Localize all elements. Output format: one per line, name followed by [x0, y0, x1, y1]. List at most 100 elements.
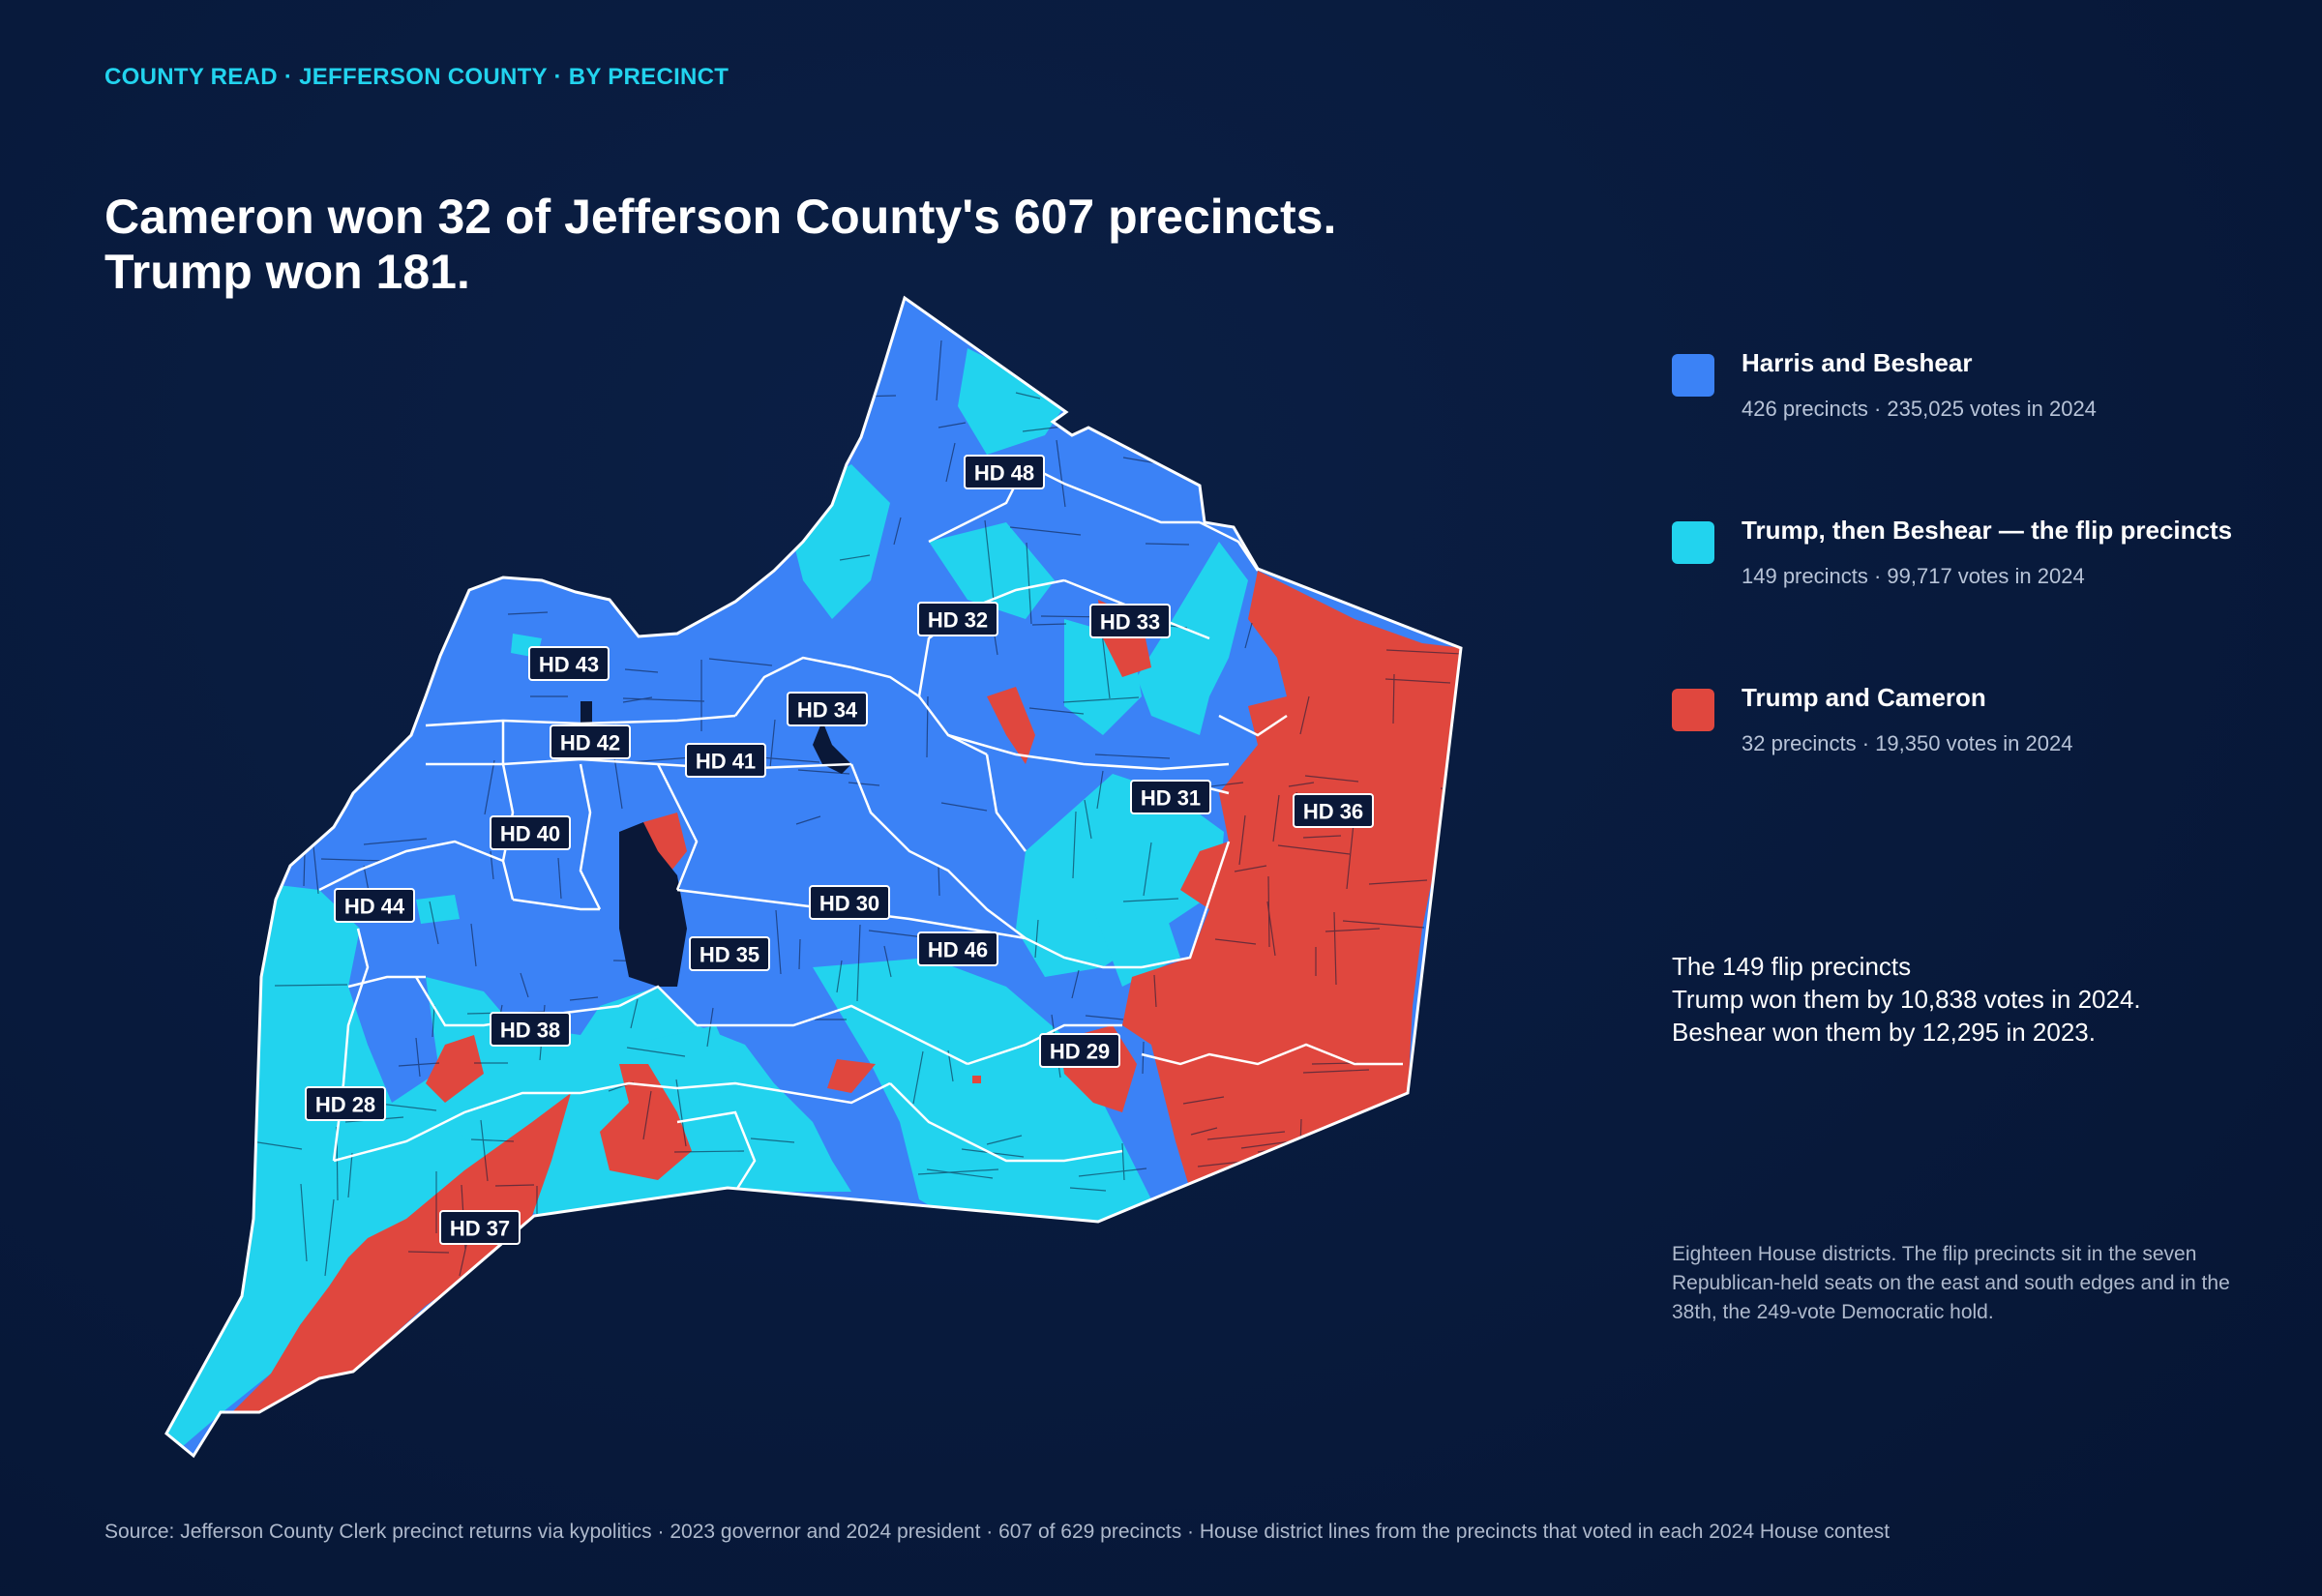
- precinct-line: [769, 719, 776, 769]
- district-label-text: HD 32: [928, 608, 988, 633]
- precinct-line: [1349, 495, 1385, 499]
- precinct-line: [344, 443, 420, 451]
- district-label: HD 37: [439, 1210, 521, 1245]
- district-label-box: [917, 931, 998, 966]
- precinct-line: [470, 1138, 515, 1142]
- precinct-line: [1177, 1421, 1180, 1454]
- precinct-line: [740, 1381, 743, 1418]
- precinct-line: [673, 1150, 745, 1153]
- district-label: HD 35: [689, 936, 770, 971]
- precinct-line: [1302, 1069, 1370, 1074]
- precinct-line: [1324, 1207, 1332, 1237]
- precinct-line: [1094, 754, 1171, 759]
- precinct-line: [377, 449, 451, 460]
- precinct-line: [797, 769, 850, 775]
- precinct-line: [1435, 1137, 1461, 1148]
- district-label-text: HD 42: [560, 731, 620, 755]
- precinct-line: [1037, 1343, 1075, 1353]
- precinct-line: [1121, 1142, 1125, 1181]
- district-label-text: HD 36: [1303, 800, 1363, 824]
- precinct-line: [870, 1305, 875, 1345]
- precinct-line: [599, 427, 610, 492]
- precinct-line: [1238, 814, 1246, 866]
- district-label-box: [1293, 793, 1374, 828]
- precinct-line: [251, 1140, 303, 1150]
- precinct-line: [264, 548, 299, 559]
- precinct-line: [651, 476, 658, 522]
- precinct-line: [1407, 312, 1457, 319]
- district-label: HD 33: [1089, 604, 1171, 638]
- precinct-line: [415, 1037, 421, 1078]
- precinct-line: [1311, 1062, 1357, 1065]
- precinct-line: [324, 1198, 335, 1277]
- precinct-line: [1260, 1301, 1332, 1308]
- precinct-line: [284, 467, 333, 474]
- precinct-line: [1182, 1096, 1225, 1105]
- precinct-line: [1163, 1395, 1169, 1456]
- precinct-line: [300, 1183, 308, 1262]
- precinct-line: [1142, 1041, 1145, 1075]
- district-label-text: HD 48: [974, 461, 1034, 486]
- precinct-line: [893, 517, 902, 546]
- precinct-line: [1021, 1340, 1028, 1372]
- district-label-text: HD 34: [797, 698, 858, 723]
- precinct-line: [280, 368, 357, 376]
- precinct-line: [432, 1004, 435, 1038]
- precinct-line: [644, 902, 650, 944]
- callout-line-2: Beshear won them by 12,295 in 2023.: [1672, 1018, 2096, 1047]
- district-label: HD 29: [1039, 1033, 1120, 1068]
- precinct-line: [1290, 496, 1316, 508]
- precinct-line: [1072, 811, 1077, 879]
- precinct-line: [1423, 314, 1455, 326]
- precinct-line: [175, 663, 220, 674]
- precinct-line: [356, 581, 366, 637]
- precinct-line: [480, 1119, 489, 1182]
- precinct-line: [830, 348, 835, 397]
- district-label-box: [528, 646, 610, 681]
- precinct-line: [1343, 431, 1410, 442]
- precinct-line: [1385, 649, 1461, 655]
- precinct-line: [1304, 775, 1359, 783]
- precinct-line: [307, 326, 342, 334]
- district-label-box: [685, 743, 766, 778]
- precinct-line: [1145, 543, 1190, 546]
- precinct-line: [936, 340, 942, 401]
- district-label-text: HD 41: [696, 750, 756, 774]
- precinct-line: [835, 1400, 844, 1442]
- district-label-box: [490, 815, 571, 850]
- precinct-line: [1384, 678, 1451, 684]
- district-label-box: [439, 1210, 521, 1245]
- precinct-line: [399, 367, 408, 444]
- legend-title-flip: Trump, then Beshear — the flip precincts: [1742, 516, 2233, 545]
- district-label-box: [1039, 1033, 1120, 1068]
- precinct-line: [1438, 1042, 1461, 1049]
- callout-title: The 149 flip precincts: [1672, 952, 1912, 981]
- precinct-line: [1299, 695, 1310, 735]
- excluded-areas: [580, 701, 851, 987]
- precinct-line: [318, 521, 327, 566]
- precinct-line: [1277, 844, 1351, 855]
- legend-detail-flip: 149 precincts · 99,717 votes in 2024: [1742, 564, 2085, 588]
- precinct-line: [708, 436, 768, 439]
- district-label: HD 36: [1293, 793, 1374, 828]
- precinct-line: [667, 1323, 732, 1327]
- precinct-line: [470, 923, 477, 967]
- precinct-line: [274, 984, 348, 987]
- precinct-line: [270, 385, 281, 422]
- precinct-line: [1429, 602, 1459, 607]
- precinct-line: [622, 696, 653, 703]
- precinct-line: [1272, 794, 1280, 842]
- precinct-line: [848, 782, 880, 786]
- precinct-line: [1190, 1127, 1218, 1136]
- county-fill: [166, 298, 1461, 1456]
- source-note: Source: Jefferson County Clerk precinct …: [104, 1521, 1890, 1543]
- district-label: HD 48: [964, 455, 1045, 489]
- district-label-text: HD 30: [819, 892, 879, 916]
- precinct-line: [1034, 919, 1039, 959]
- precinct-line: [823, 1417, 834, 1444]
- district-label-text: HD 38: [500, 1019, 560, 1043]
- precinct-line: [1028, 707, 1085, 715]
- precinct-line: [708, 658, 773, 666]
- precinct-line: [836, 960, 843, 993]
- legend-title-trump-cameron: Trump and Cameron: [1742, 683, 1986, 712]
